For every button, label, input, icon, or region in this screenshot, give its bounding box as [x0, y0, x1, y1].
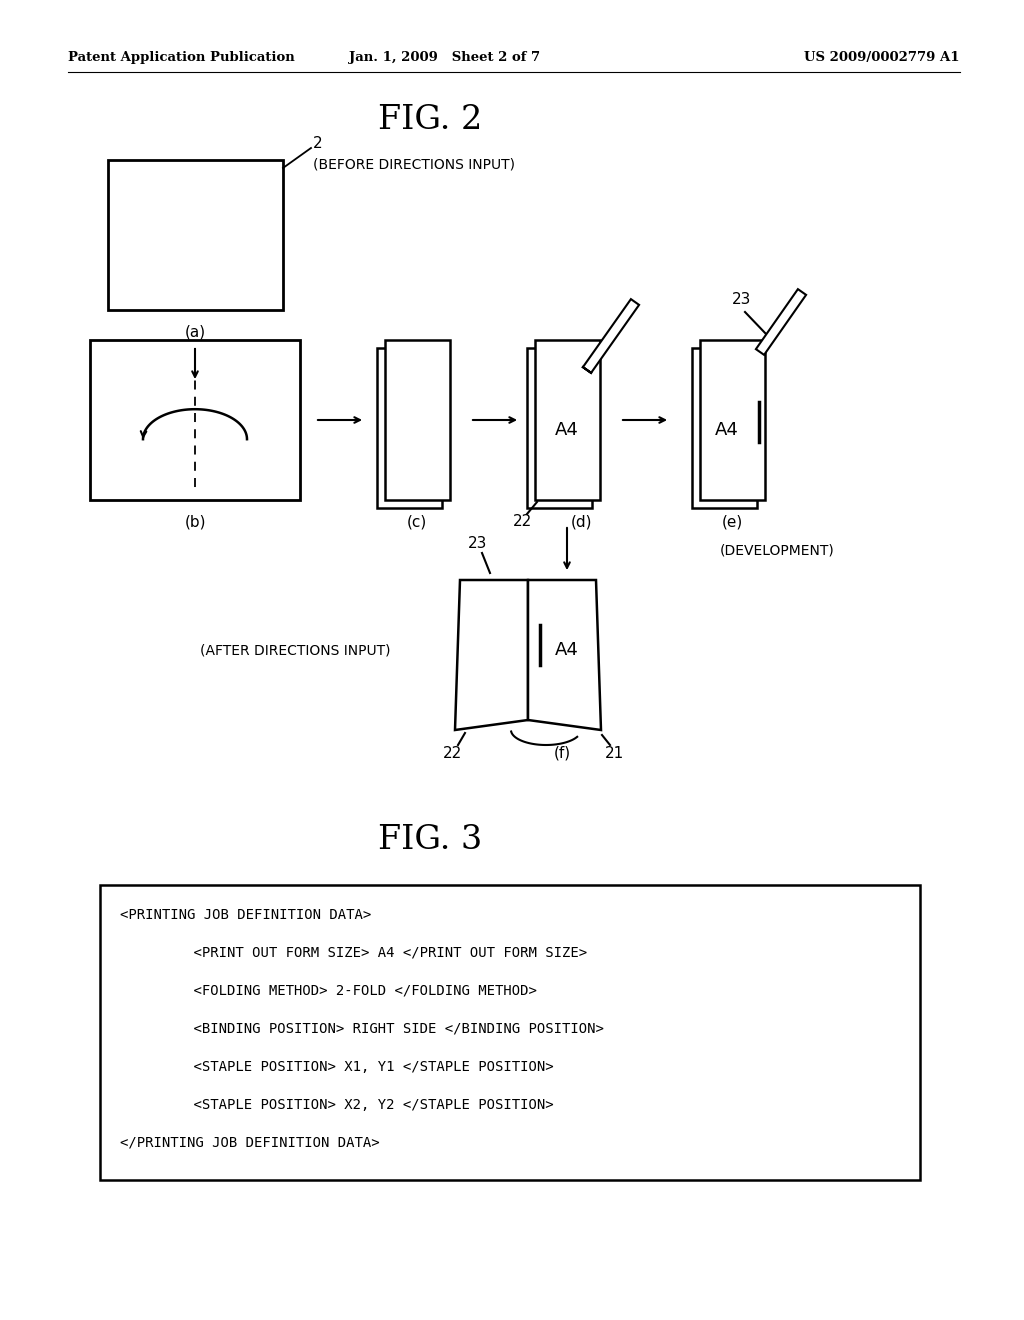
Text: (b): (b): [184, 515, 206, 529]
Text: 22: 22: [513, 515, 532, 529]
Text: (a): (a): [184, 325, 206, 339]
Text: (c): (c): [407, 515, 427, 529]
Text: (d): (d): [571, 515, 593, 529]
Polygon shape: [535, 341, 600, 500]
Text: 23: 23: [732, 293, 752, 308]
Polygon shape: [700, 341, 765, 500]
Bar: [108, 160, 283, 310]
Text: FIG. 2: FIG. 2: [378, 104, 482, 136]
Text: 23: 23: [468, 536, 487, 550]
Text: </PRINTING JOB DEFINITION DATA>: </PRINTING JOB DEFINITION DATA>: [120, 1137, 380, 1150]
Text: <STAPLE POSITION> X2, Y2 </STAPLE POSITION>: <STAPLE POSITION> X2, Y2 </STAPLE POSITI…: [160, 1098, 554, 1111]
Polygon shape: [377, 348, 442, 508]
Text: 21: 21: [604, 746, 624, 760]
Polygon shape: [583, 300, 639, 372]
Text: A4: A4: [715, 421, 739, 440]
Text: (DEVELOPMENT): (DEVELOPMENT): [720, 543, 835, 557]
Polygon shape: [756, 289, 806, 355]
Text: (AFTER DIRECTIONS INPUT): (AFTER DIRECTIONS INPUT): [200, 643, 390, 657]
Text: <STAPLE POSITION> X1, Y1 </STAPLE POSITION>: <STAPLE POSITION> X1, Y1 </STAPLE POSITI…: [160, 1060, 554, 1074]
Text: (BEFORE DIRECTIONS INPUT): (BEFORE DIRECTIONS INPUT): [313, 158, 515, 172]
Polygon shape: [528, 579, 601, 730]
Polygon shape: [527, 348, 592, 508]
Text: A4: A4: [555, 642, 579, 659]
Text: Patent Application Publication: Patent Application Publication: [68, 51, 295, 65]
Text: A4: A4: [555, 421, 579, 440]
Text: <FOLDING METHOD> 2-FOLD </FOLDING METHOD>: <FOLDING METHOD> 2-FOLD </FOLDING METHOD…: [160, 983, 537, 998]
Polygon shape: [455, 579, 528, 730]
Text: 2: 2: [313, 136, 323, 152]
Text: <PRINT OUT FORM SIZE> A4 </PRINT OUT FORM SIZE>: <PRINT OUT FORM SIZE> A4 </PRINT OUT FOR…: [160, 946, 587, 960]
Text: <PRINTING JOB DEFINITION DATA>: <PRINTING JOB DEFINITION DATA>: [120, 908, 372, 921]
Text: FIG. 3: FIG. 3: [378, 824, 482, 855]
Polygon shape: [692, 348, 757, 508]
Bar: [90, 341, 300, 500]
Polygon shape: [582, 367, 592, 374]
Text: (e): (e): [721, 515, 742, 529]
Polygon shape: [385, 341, 450, 500]
Text: (f): (f): [553, 746, 570, 760]
Text: <BINDING POSITION> RIGHT SIDE </BINDING POSITION>: <BINDING POSITION> RIGHT SIDE </BINDING …: [160, 1022, 604, 1036]
Bar: [100, 884, 920, 1180]
Text: 22: 22: [442, 746, 462, 760]
Text: Jan. 1, 2009   Sheet 2 of 7: Jan. 1, 2009 Sheet 2 of 7: [349, 51, 541, 65]
Text: US 2009/0002779 A1: US 2009/0002779 A1: [805, 51, 961, 65]
